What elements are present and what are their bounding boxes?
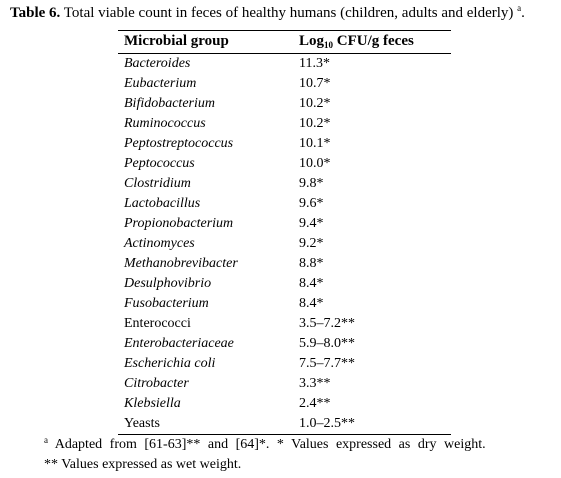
caption-period: .	[521, 5, 525, 21]
cell-log-cfu-value: 9.8*	[299, 176, 324, 191]
table-row: Enterococci 3.5–7.2**	[118, 314, 451, 334]
table-row: Lactobacillus 9.6*	[118, 194, 451, 214]
table-row: Methanobrevibacter 8.8*	[118, 254, 451, 274]
cell-log-cfu-value: 2.4**	[299, 396, 331, 411]
microbial-count-table: Microbial group Log10 CFU/g feces Bacter…	[118, 30, 451, 435]
table-row: Enterobacteriaceae 5.9–8.0**	[118, 334, 451, 354]
caption-label: Table 6.	[10, 5, 61, 21]
cell-microbial-group: Citrobacter	[124, 376, 189, 391]
cell-microbial-group: Bifidobacterium	[124, 96, 215, 111]
cell-log-cfu-value: 9.6*	[299, 196, 324, 211]
footnote-source: a Adapted from [61-63]** and [64]*. * Va…	[44, 436, 524, 454]
table-caption: Table 6. Total viable count in feces of …	[10, 4, 556, 22]
cell-microbial-group: Lactobacillus	[124, 196, 201, 211]
table-row: Desulphovibrio 8.4*	[118, 274, 451, 294]
cell-microbial-group: Eubacterium	[124, 76, 197, 91]
table-row: Peptostreptococcus 10.1*	[118, 134, 451, 154]
cell-log-cfu-value: 8.8*	[299, 256, 324, 271]
header-log-suffix: CFU/g feces	[333, 33, 414, 49]
cell-microbial-group: Enterobacteriaceae	[124, 336, 234, 351]
cell-log-cfu-value: 8.4*	[299, 296, 324, 311]
caption-footnote-marker: a	[517, 3, 522, 13]
cell-log-cfu-value: 10.0*	[299, 156, 331, 171]
table-row: Citrobacter 3.3**	[118, 374, 451, 394]
cell-microbial-group: Fusobacterium	[124, 296, 209, 311]
cell-log-cfu-value: 3.3**	[299, 376, 331, 391]
table-row: Peptococcus 10.0*	[118, 154, 451, 174]
cell-log-cfu-value: 11.3*	[299, 56, 330, 71]
cell-log-cfu-value: 7.5–7.7**	[299, 356, 355, 371]
cell-microbial-group: Methanobrevibacter	[124, 256, 238, 271]
cell-microbial-group: Actinomyces	[124, 236, 195, 251]
table-row: Escherichia coli 7.5–7.7**	[118, 354, 451, 374]
cell-log-cfu-value: 1.0–2.5**	[299, 416, 355, 431]
cell-microbial-group: Ruminococcus	[124, 116, 206, 131]
header-log-subscript: 10	[324, 40, 334, 50]
header-microbial-group: Microbial group	[124, 33, 229, 49]
footnote-marker: a	[44, 435, 48, 445]
cell-log-cfu-value: 9.2*	[299, 236, 324, 251]
cell-log-cfu-value: 10.2*	[299, 116, 331, 131]
cell-microbial-group: Escherichia coli	[124, 356, 216, 371]
table-row: Bifidobacterium 10.2*	[118, 94, 451, 114]
cell-microbial-group: Klebsiella	[124, 396, 181, 411]
cell-log-cfu-value: 5.9–8.0**	[299, 336, 355, 351]
cell-log-cfu-value: 10.1*	[299, 136, 331, 151]
table-row: Propionobacterium 9.4*	[118, 214, 451, 234]
table-row: Actinomyces 9.2*	[118, 234, 451, 254]
table-row: Bacteroides 11.3*	[118, 54, 451, 74]
cell-log-cfu-value: 3.5–7.2**	[299, 316, 355, 331]
cell-microbial-group: Peptococcus	[124, 156, 195, 171]
footnote-wet-weight: ** Values expressed as wet weight.	[44, 457, 242, 472]
cell-microbial-group: Bacteroides	[124, 56, 191, 71]
table-row: Eubacterium 10.7*	[118, 74, 451, 94]
table-header-row: Microbial group Log10 CFU/g feces	[118, 31, 451, 54]
cell-microbial-group: Propionobacterium	[124, 216, 234, 231]
caption-text: Total viable count in feces of healthy h…	[63, 5, 514, 21]
cell-log-cfu-value: 10.7*	[299, 76, 331, 91]
table-row: Fusobacterium 8.4*	[118, 294, 451, 314]
cell-microbial-group: Desulphovibrio	[124, 276, 212, 291]
table-row: Ruminococcus 10.2*	[118, 114, 451, 134]
cell-microbial-group: Clostridium	[124, 176, 191, 191]
table-row: Clostridium 9.8*	[118, 174, 451, 194]
table-body: Bacteroides 11.3* Eubacterium 10.7* Bifidoba…	[118, 54, 451, 434]
cell-microbial-group: Yeasts	[124, 416, 160, 431]
cell-microbial-group: Peptostreptococcus	[124, 136, 234, 151]
header-log-prefix: Log	[299, 33, 325, 49]
cell-log-cfu-value: 9.4*	[299, 216, 324, 231]
table-row: Yeasts 1.0–2.5**	[118, 414, 451, 434]
footnote-source-text: Adapted from [61-63]** and [64]*. * Valu…	[48, 437, 486, 452]
cell-log-cfu-value: 8.4*	[299, 276, 324, 291]
table-row: Klebsiella 2.4**	[118, 394, 451, 414]
header-log-cfu: Log10 CFU/g feces	[299, 33, 414, 50]
cell-microbial-group: Enterococci	[124, 316, 191, 331]
cell-log-cfu-value: 10.2*	[299, 96, 331, 111]
